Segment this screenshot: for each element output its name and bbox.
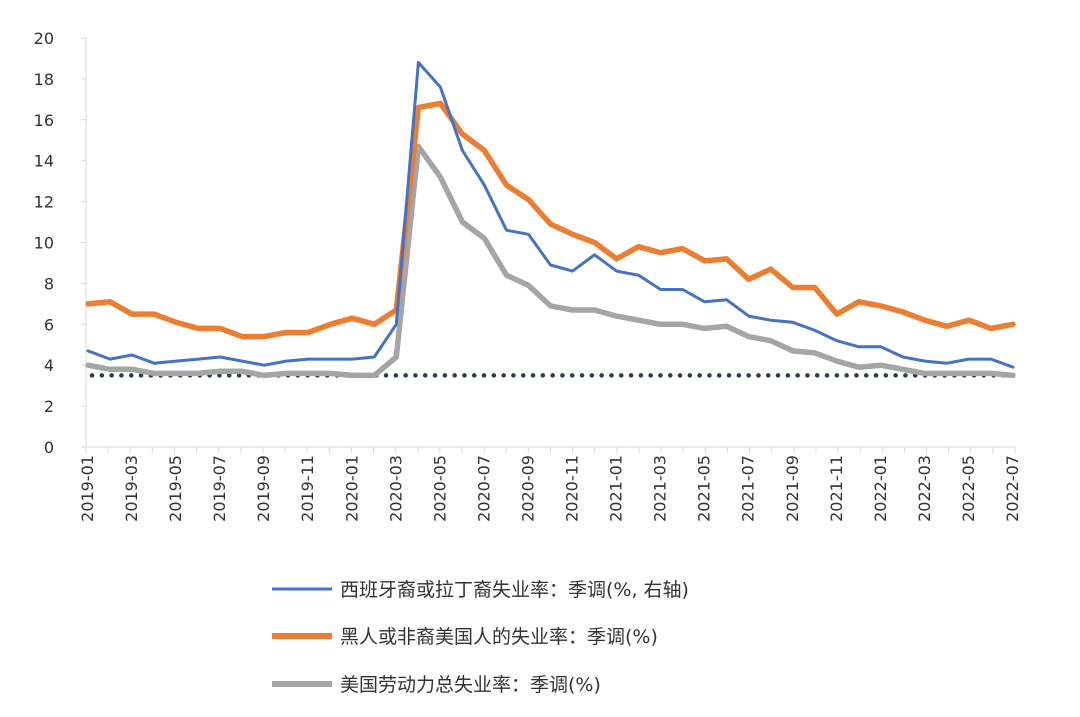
series-line-hispanic [86, 61, 1015, 369]
y-tick-label: 20 [34, 29, 54, 48]
y-tick-label: 6 [44, 315, 54, 334]
x-tick-label: 2019-05 [166, 455, 185, 522]
x-tick-label: 2021-11 [827, 455, 846, 522]
y-tick-label: 2 [44, 397, 54, 416]
x-tick-label: 2020-03 [386, 455, 405, 522]
x-tick-label: 2020-09 [518, 455, 537, 522]
x-tick-label: 2022-05 [959, 455, 978, 522]
y-tick-label: 8 [44, 274, 54, 293]
x-tick-label: 2022-07 [1003, 455, 1022, 522]
x-tick-label: 2019-11 [298, 455, 317, 522]
x-tick-label: 2019-07 [210, 455, 229, 522]
x-tick-label: 2020-11 [563, 455, 582, 522]
legend: 西班牙裔或拉丁裔失业率：季调(%, 右轴) 黑人或非裔美国人的失业率：季调(%)… [272, 579, 689, 696]
y-tick-label: 18 [34, 70, 54, 89]
plot-area: 0 2 4 6 8 10 12 14 16 18 20 2019-01 2019-03 2019-05 20… [34, 29, 1022, 522]
series-line-total [85, 143, 1016, 379]
y-tick-label: 0 [44, 438, 54, 457]
x-tick-label: 2021-09 [783, 455, 802, 522]
x-tick-label: 2022-01 [871, 455, 890, 522]
x-tick-label: 2019-01 [78, 455, 97, 522]
x-tick-label: 2022-03 [915, 455, 934, 522]
y-tick-label: 12 [34, 193, 54, 212]
x-tick-label: 2021-01 [607, 455, 626, 522]
legend-label-total: 美国劳动力总失业率：季调(%) [340, 674, 601, 696]
legend-label-black: 黑人或非裔美国人的失业率：季调(%) [340, 626, 658, 648]
x-tick-label: 2021-03 [651, 455, 670, 522]
y-tick-label: 16 [34, 111, 54, 130]
x-tick-label: 2020-05 [430, 455, 449, 522]
x-tick-label: 2020-07 [474, 455, 493, 522]
y-tick-label: 14 [34, 152, 54, 171]
series-line-black [85, 100, 1016, 340]
x-tick-label: 2020-01 [342, 455, 361, 522]
x-tick-label: 2021-05 [695, 455, 714, 522]
y-tick-label: 4 [44, 356, 54, 375]
x-tick-label: 2019-09 [254, 455, 273, 522]
x-tick-label: 2021-07 [739, 455, 758, 522]
legend-label-hispanic: 西班牙裔或拉丁裔失业率：季调(%, 右轴) [340, 579, 689, 601]
y-tick-label: 10 [34, 234, 54, 253]
x-tick-label: 2019-03 [122, 455, 141, 522]
